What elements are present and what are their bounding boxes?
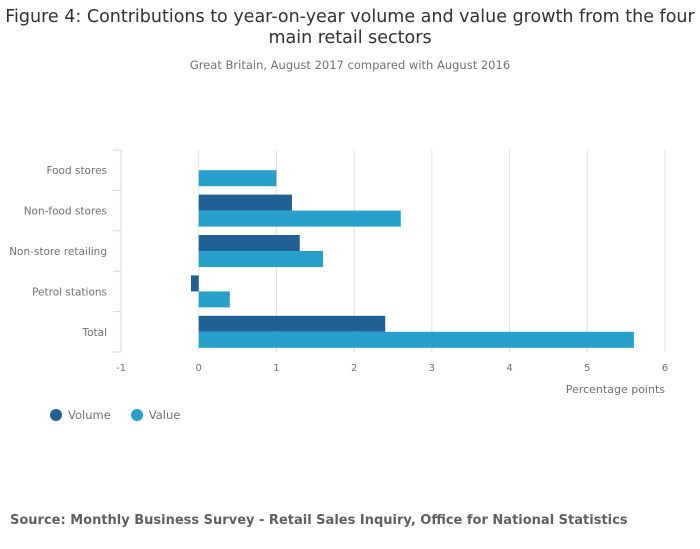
x-tick-label: 3 xyxy=(429,363,435,374)
bar-volume[interactable] xyxy=(198,235,300,251)
x-tick-label: 4 xyxy=(506,363,512,374)
legend-item-value[interactable]: Value xyxy=(130,408,181,422)
bar-volume[interactable] xyxy=(198,194,292,211)
x-axis-ticks: -1 0 1 2 3 4 5 6 xyxy=(116,363,668,374)
bar-value[interactable] xyxy=(198,210,401,227)
bar-volume[interactable] xyxy=(190,275,199,292)
legend-item-volume[interactable]: Volume xyxy=(50,408,111,422)
category-label: Food stores xyxy=(46,165,107,177)
legend-label-volume: Volume xyxy=(68,408,111,422)
bars xyxy=(190,170,634,348)
x-tick-label: 1 xyxy=(273,363,279,374)
category-label: Petrol stations xyxy=(32,286,107,298)
category-label: Non-store retailing xyxy=(9,246,107,258)
bar-value[interactable] xyxy=(198,331,634,348)
bar-value[interactable] xyxy=(198,291,230,308)
category-label: Non-food stores xyxy=(24,206,107,218)
category-label: Total xyxy=(81,327,107,339)
source-note: Source: Monthly Business Survey - Retail… xyxy=(10,513,628,528)
legend-swatch-value xyxy=(130,409,143,421)
chart-title: Figure 4: Contributions to year-on-year … xyxy=(5,7,695,48)
legend-swatch-volume xyxy=(50,409,62,421)
y-axis: Food stores Non-food stores Non-store reta… xyxy=(9,149,122,353)
x-tick-label: 5 xyxy=(584,363,590,374)
bar-volume[interactable] xyxy=(198,315,386,332)
x-tick-label: -1 xyxy=(116,363,126,374)
bar-value[interactable] xyxy=(198,251,324,267)
chart-subtitle: Great Britain, August 2017 compared with… xyxy=(189,58,511,72)
x-axis-title: Percentage points xyxy=(566,383,665,396)
x-tick-label: 6 xyxy=(662,363,668,374)
legend: Volume Value xyxy=(50,408,200,422)
bar-value[interactable] xyxy=(198,170,277,187)
legend-label-value: Value xyxy=(148,408,181,422)
x-tick-label: 0 xyxy=(196,363,202,374)
x-tick-label: 2 xyxy=(351,363,357,374)
